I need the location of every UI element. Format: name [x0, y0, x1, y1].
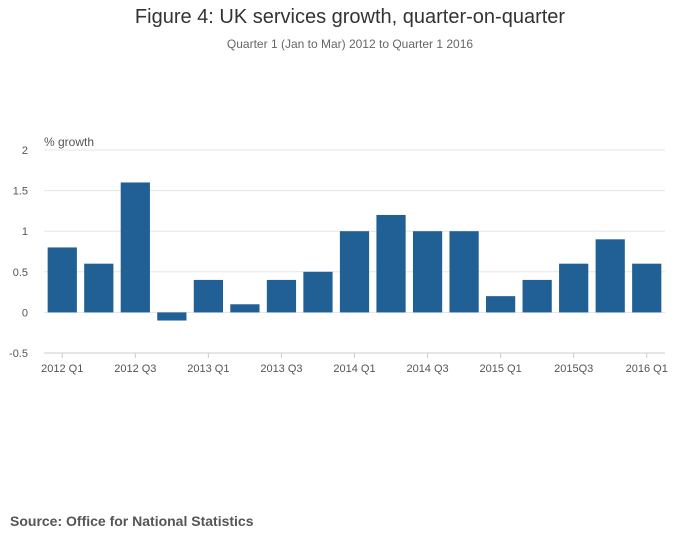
y-tick-label: 1.5: [13, 186, 28, 198]
x-axis: 2012 Q1 2012 Q3 2013 Q1 2013 Q3 2014 Q1 2014 …: [41, 353, 668, 375]
y-axis-tick-labels: 2 1.5 1 0.5 0 -0.5: [9, 145, 28, 360]
y-tick-label: 2: [22, 145, 28, 157]
bar: [376, 214, 406, 313]
y-tick-label: 0: [22, 307, 28, 319]
bar: [339, 231, 370, 313]
bar: [230, 304, 260, 313]
y-tick-label: 0.5: [13, 267, 28, 279]
x-tick-label: 2012 Q1: [41, 363, 83, 375]
bar: [595, 239, 625, 313]
x-tick-label: 2012 Q3: [114, 363, 156, 375]
bar: [47, 247, 77, 313]
bar: [303, 271, 333, 313]
bar: [449, 231, 479, 313]
x-tick-label: 2016 Q1: [626, 363, 668, 375]
bar: [522, 279, 552, 313]
y-axis-title: % growth: [44, 135, 94, 149]
x-tick-label: 2013 Q1: [187, 363, 229, 375]
bars: [47, 182, 662, 321]
bar: [120, 182, 150, 313]
x-tick-label: 2013 Q3: [260, 363, 302, 375]
y-tick-label: -0.5: [9, 348, 28, 360]
bar: [632, 263, 662, 313]
bar: [266, 279, 297, 313]
bar: [157, 312, 187, 321]
bar: [193, 279, 223, 313]
bar: [412, 231, 443, 313]
chart-title: Figure 4: UK services growth, quarter-on…: [134, 6, 566, 28]
bar: [486, 296, 516, 313]
y-tick-label: 1: [22, 226, 28, 238]
bar: [84, 263, 114, 313]
chart-subtitle: Quarter 1 (Jan to Mar) 2012 to Quarter 1…: [226, 37, 474, 51]
source-note: Source: Office for National Statistics: [10, 513, 254, 529]
x-tick-label: 2014 Q1: [333, 363, 375, 375]
bar: [559, 263, 589, 313]
x-tick-label: 2015 Q1: [480, 363, 522, 375]
x-tick-label: 2014 Q3: [406, 363, 448, 375]
x-tick-label: 2015Q3: [554, 363, 593, 375]
